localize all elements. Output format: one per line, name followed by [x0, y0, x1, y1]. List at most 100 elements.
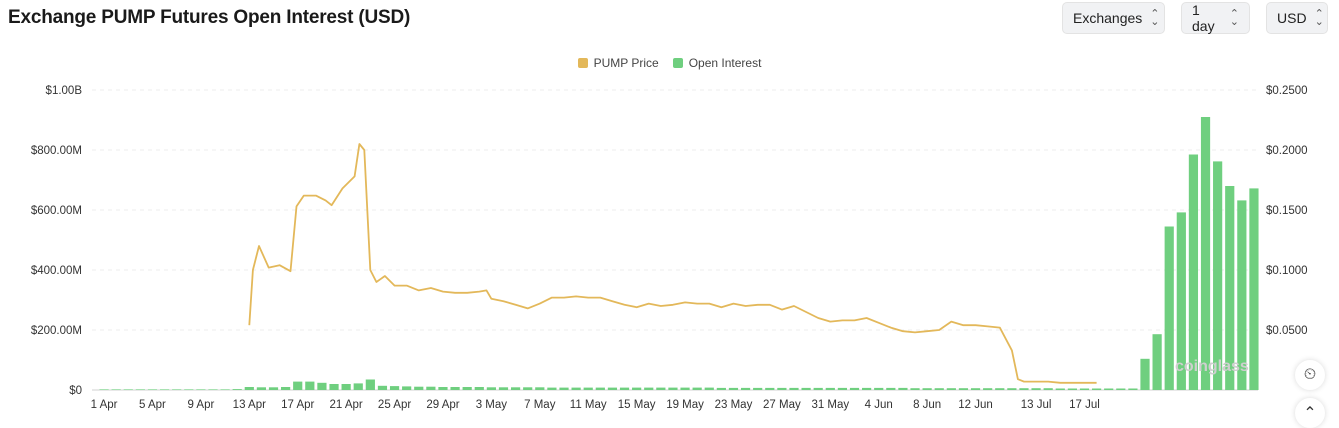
scroll-top-button[interactable]: ⌃: [1295, 398, 1325, 428]
legend-label-price: PUMP Price: [593, 56, 659, 70]
oi-bar: [837, 387, 848, 390]
oi-bar: [438, 387, 448, 390]
chart-area: $0 $200.00M $400.00M $600.00M $800.00M $1.00B…: [31, 85, 1308, 411]
oi-bar: [305, 381, 315, 390]
interval-select[interactable]: 1 day ⌃ ⌄: [1181, 2, 1250, 34]
oi-bar: [765, 387, 775, 390]
oi-bar: [256, 387, 267, 390]
y-right-tick-label: $0.2000: [1266, 145, 1308, 157]
oi-bar: [1031, 388, 1041, 390]
oi-bar: [523, 387, 533, 390]
x-tick-label: 13 Apr: [233, 399, 266, 411]
oi-bar: [281, 387, 291, 390]
currency-select[interactable]: USD ⌃ ⌄: [1266, 2, 1328, 34]
oi-bar: [801, 387, 811, 390]
oi-bar: [607, 387, 618, 390]
exchanges-select[interactable]: Exchanges ⌃ ⌄: [1062, 2, 1165, 34]
oi-bar: [389, 386, 400, 390]
oi-bar: [825, 387, 835, 390]
oi-bar: [220, 389, 230, 390]
oi-bar: [341, 384, 351, 390]
oi-bar: [1213, 161, 1223, 390]
oi-bar: [111, 389, 121, 390]
oi-bar: [1079, 388, 1090, 390]
oi-bar: [813, 387, 823, 390]
oi-bar: [547, 387, 557, 390]
y-left-tick-label: $1.00B: [46, 85, 83, 97]
oi-bar: [414, 386, 424, 390]
x-tick-label: 7 May: [524, 399, 556, 411]
oi-bar: [1055, 388, 1065, 390]
oi-bar: [1164, 226, 1174, 390]
oi-bar: [849, 387, 860, 390]
oi-bar: [1019, 388, 1029, 390]
oi-bar: [184, 389, 194, 390]
x-tick-label: 31 May: [811, 399, 849, 411]
y-left-tick-label: $0: [69, 385, 82, 397]
oi-bar: [886, 387, 896, 390]
oi-bar: [147, 389, 158, 390]
oi-bar: [619, 387, 630, 390]
oi-bar: [874, 387, 884, 390]
currency-select-label: USD: [1277, 10, 1307, 26]
oi-bar: [922, 388, 932, 390]
oi-bar: [462, 387, 472, 390]
oi-bar: [293, 381, 303, 390]
oi-bar: [474, 387, 484, 390]
chart-title: Exchange PUMP Futures Open Interest (USD…: [8, 7, 411, 28]
chart-legend: PUMP Price Open Interest: [0, 56, 1339, 70]
y-right-tick-label: $0.1500: [1266, 205, 1308, 217]
oi-bar: [498, 387, 509, 390]
oi-bar: [1043, 388, 1053, 390]
oi-bar: [486, 387, 496, 390]
x-tick-label: 8 Jun: [913, 399, 941, 411]
oi-bar: [159, 389, 170, 390]
oi-bar: [1116, 388, 1126, 390]
legend-label-open-interest: Open Interest: [688, 56, 762, 70]
oi-bar: [583, 387, 593, 390]
y-left-tick-label: $400.00M: [31, 265, 82, 277]
price-line: [248, 143, 1097, 384]
oi-bar: [377, 385, 388, 390]
oi-bar: [656, 387, 666, 390]
oi-bar: [753, 387, 763, 390]
oi-bar: [353, 383, 363, 390]
oi-bar: [777, 387, 787, 390]
oi-bar: [1128, 388, 1138, 390]
oi-bar: [1237, 200, 1247, 390]
x-tick-label: 17 Jul: [1069, 399, 1100, 411]
oi-bar: [317, 382, 327, 390]
oi-bar: [1104, 388, 1114, 390]
oi-bar: [571, 387, 581, 390]
alert-button[interactable]: ⏲: [1295, 360, 1325, 390]
oi-bar: [1200, 117, 1211, 390]
oi-bar: [232, 389, 242, 390]
x-tick-label: 5 Apr: [139, 399, 166, 411]
oi-bar: [559, 387, 569, 390]
oi-bar: [1176, 212, 1186, 390]
x-tick-label: 25 Apr: [378, 399, 411, 411]
y-right-tick-label: $0.1000: [1266, 265, 1308, 277]
oi-bar: [692, 387, 702, 390]
x-tick-label: 13 Jul: [1021, 399, 1052, 411]
legend-swatch-price: [577, 58, 588, 68]
oi-bar: [123, 389, 133, 390]
legend-item-price[interactable]: PUMP Price: [577, 56, 659, 70]
legend-item-open-interest[interactable]: Open Interest: [672, 56, 762, 70]
oi-bar: [898, 387, 908, 390]
oi-bar: [1007, 388, 1017, 390]
oi-bar: [268, 387, 279, 390]
oi-bar: [946, 388, 956, 390]
interval-select-label: 1 day: [1192, 2, 1215, 34]
oi-bar: [1249, 188, 1259, 390]
x-tick-label: 17 Apr: [281, 399, 314, 411]
alert-clock-icon: ⏲: [1303, 366, 1317, 383]
oi-bar: [862, 387, 872, 390]
oi-bar: [995, 388, 1005, 390]
chevron-updown-icon: ⌃ ⌄: [1229, 8, 1239, 28]
oi-bar: [1188, 154, 1199, 390]
x-tick-label: 23 May: [715, 399, 753, 411]
oi-bar: [208, 389, 218, 390]
oi-bar: [644, 387, 654, 390]
oi-bar: [1140, 358, 1150, 390]
